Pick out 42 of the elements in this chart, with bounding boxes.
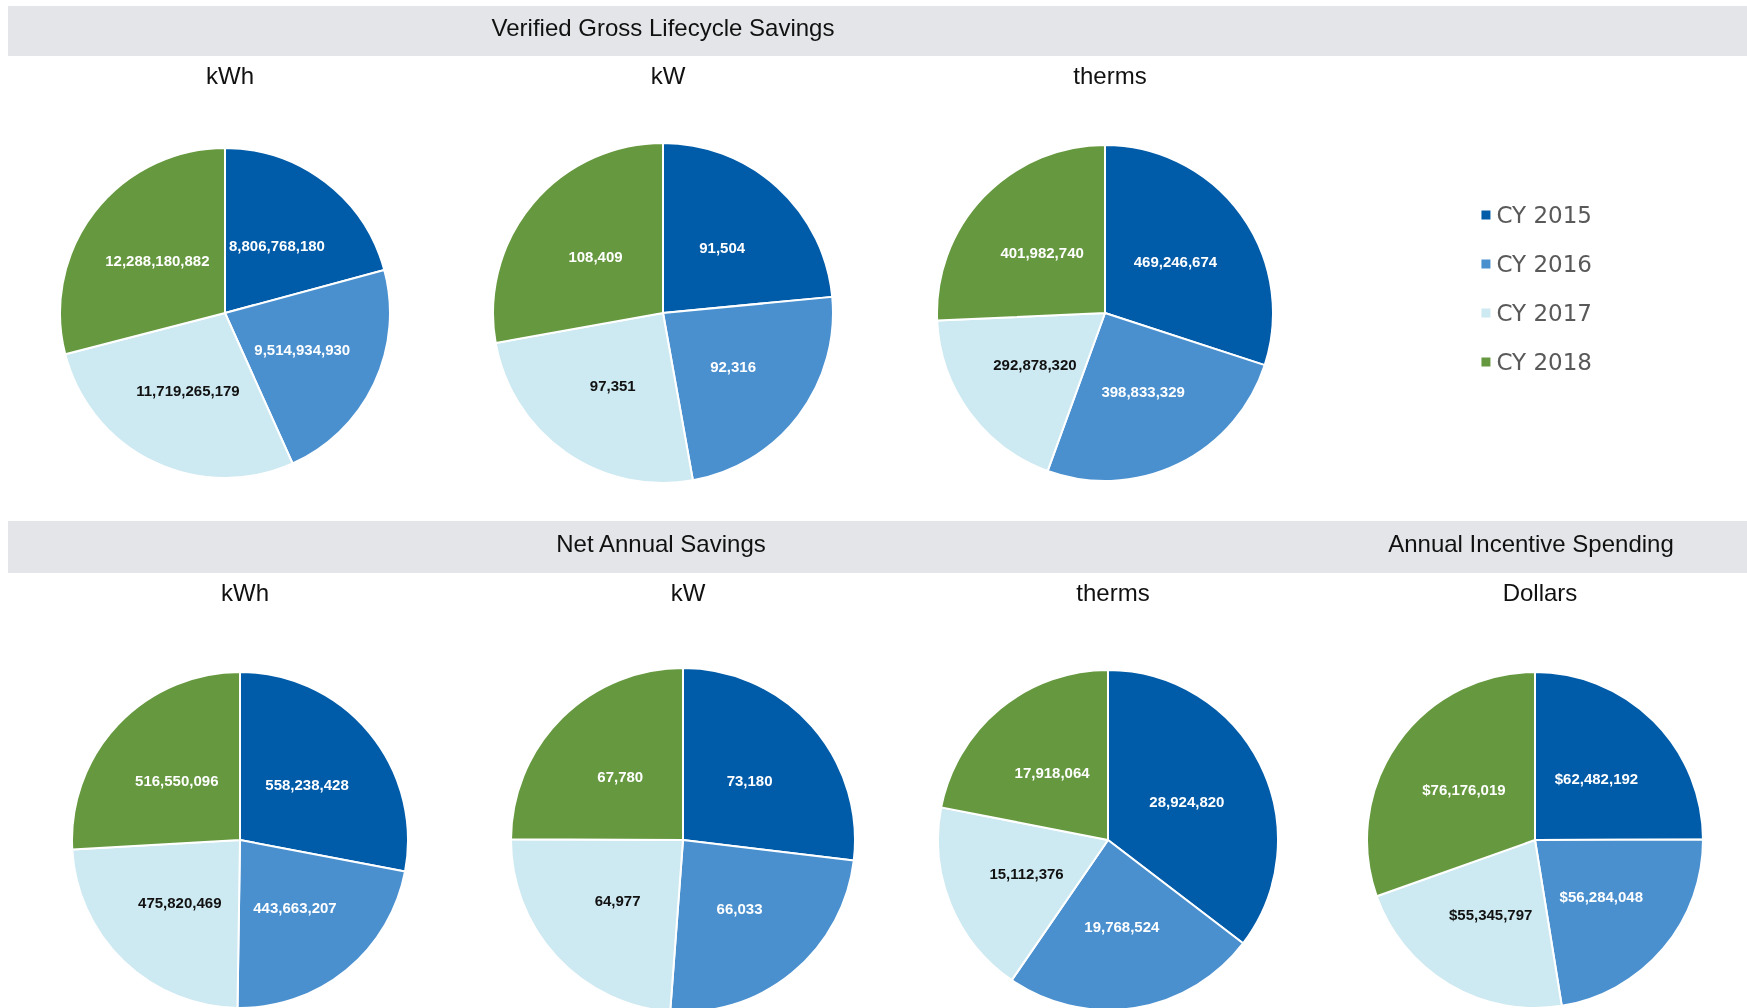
data-label: 9,514,934,930 xyxy=(254,341,351,359)
data-label: $56,284,048 xyxy=(1559,887,1644,905)
data-label: 92,316 xyxy=(710,357,757,375)
data-label: 17,918,064 xyxy=(1014,763,1091,781)
text: Annual Incentive Spending xyxy=(1388,530,1674,558)
data-label: 11,719,265,179 xyxy=(136,381,240,399)
legend-label: CY 2016 xyxy=(1496,251,1593,277)
data-label: 443,663,207 xyxy=(253,898,337,916)
data-label: 67,780 xyxy=(597,768,644,786)
legend-label: CY 2018 xyxy=(1496,349,1593,375)
data-label: 516,550,096 xyxy=(135,771,219,789)
data-label: 475,820,469 xyxy=(138,894,222,912)
data-label: 8,806,768,180 xyxy=(229,236,325,254)
chart-title: Dollars xyxy=(1502,578,1578,606)
data-label: 15,112,376 xyxy=(989,864,1064,882)
data-label: 469,246,674 xyxy=(1133,253,1218,271)
data-label: 91,504 xyxy=(699,239,746,257)
chart-title: therms xyxy=(1073,61,1147,89)
data-label: 398,833,329 xyxy=(1101,382,1185,400)
text: Net Annual Savings xyxy=(556,530,766,558)
data-label: 73,180 xyxy=(726,772,773,790)
data-label: $55,345,797 xyxy=(1448,906,1533,924)
legend-label: CY 2017 xyxy=(1496,300,1593,326)
data-label: 12,288,180,882 xyxy=(105,252,210,270)
legend-label: CY 2015 xyxy=(1496,202,1593,228)
data-label: 64,977 xyxy=(594,891,641,909)
data-label: 558,238,428 xyxy=(265,776,349,794)
chart-title: kW xyxy=(670,578,706,606)
chart-title: kW xyxy=(650,61,686,89)
chart-title: therms xyxy=(1076,578,1150,606)
data-label: 28,924,820 xyxy=(1149,792,1225,810)
text: Verified Gross Lifecycle Savings xyxy=(491,14,835,42)
chart-title: kWh xyxy=(221,578,269,606)
data-label: 66,033 xyxy=(716,900,763,918)
data-label: $62,482,192 xyxy=(1554,769,1639,787)
data-label: 19,768,524 xyxy=(1084,918,1161,936)
data-label: 292,878,320 xyxy=(993,356,1077,374)
data-label: 401,982,740 xyxy=(1000,244,1084,262)
data-label: 108,409 xyxy=(568,248,623,266)
data-label: 97,351 xyxy=(589,376,636,394)
chart-title: kWh xyxy=(206,61,254,89)
data-label: $76,176,019 xyxy=(1422,781,1506,799)
